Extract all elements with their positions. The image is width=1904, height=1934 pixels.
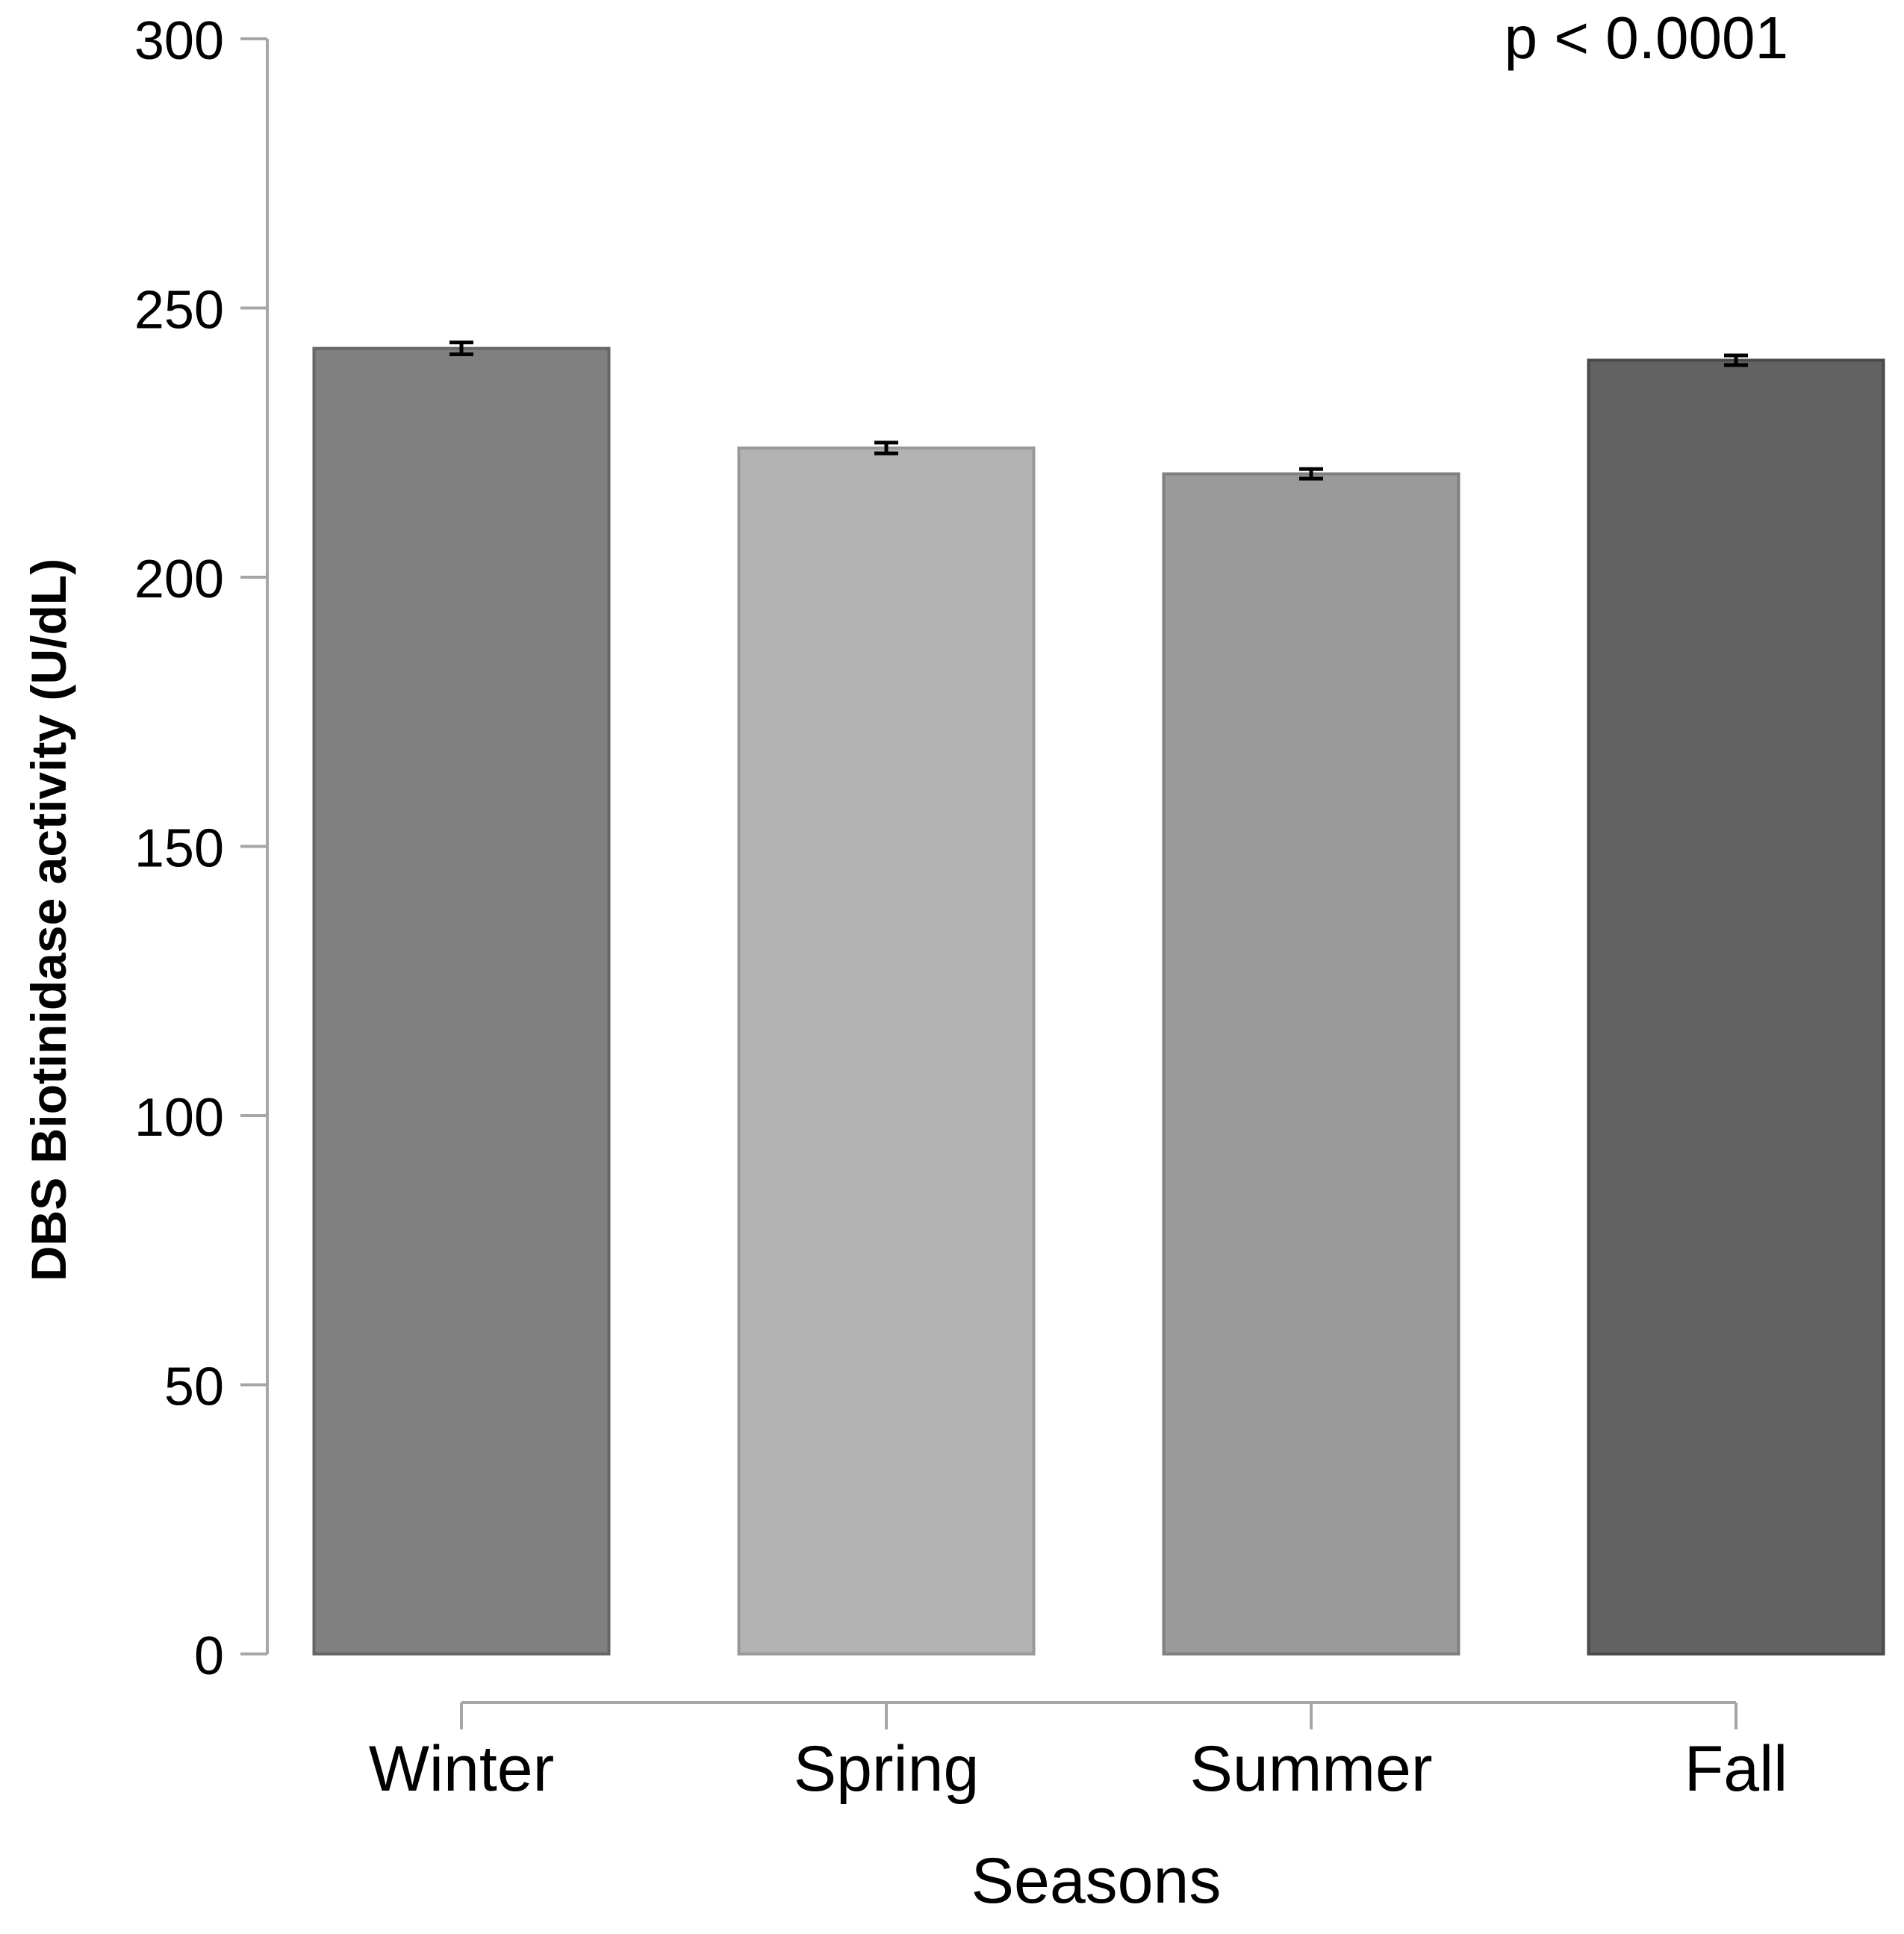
- bar-spring: [737, 446, 1036, 1656]
- y-tick-label: 100: [134, 1088, 224, 1148]
- y-tick-label: 200: [134, 550, 224, 609]
- y-tick-label: 250: [134, 281, 224, 341]
- y-axis-label: DBS Biotinidase activity (U/dL): [21, 559, 76, 1281]
- error-bar-winter: [449, 341, 473, 357]
- error-bar-spring: [874, 441, 898, 455]
- x-tick-label: Summer: [1190, 1733, 1433, 1805]
- y-tick-label: 0: [194, 1626, 224, 1686]
- x-tick-label: Spring: [794, 1733, 980, 1805]
- y-tick-label: 300: [134, 11, 224, 71]
- bar-summer: [1162, 472, 1460, 1655]
- p-value-annotation: p < 0.0001: [1505, 4, 1788, 71]
- x-tick-label: Fall: [1684, 1733, 1788, 1805]
- bars: [312, 346, 1885, 1656]
- x-axis: Winter Spring Summer Fall: [369, 1701, 1788, 1805]
- error-bar-fall: [1724, 353, 1748, 367]
- x-axis-label: Seasons: [971, 1845, 1222, 1917]
- y-axis: 0 50 100 150 200 250 300: [134, 11, 269, 1686]
- error-bars: [449, 341, 1748, 481]
- error-bar-summer: [1299, 467, 1323, 481]
- y-tick-label: 50: [164, 1358, 224, 1417]
- x-tick-label: Winter: [369, 1733, 554, 1805]
- bar-winter: [312, 346, 611, 1656]
- bar-fall: [1587, 358, 1885, 1655]
- y-tick-label: 150: [134, 819, 224, 879]
